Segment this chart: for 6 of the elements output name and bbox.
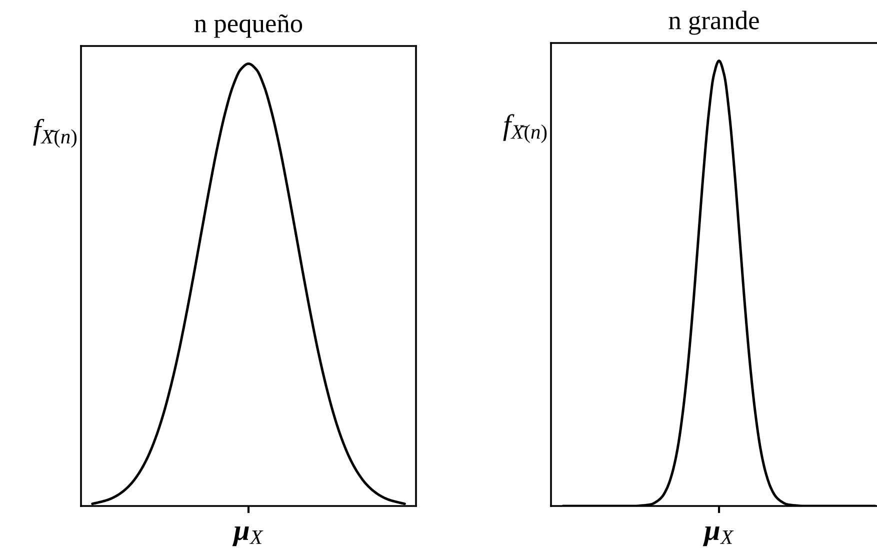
chart-title: n grande <box>668 10 759 35</box>
text: μ$_{X}$ <box>232 526 264 546</box>
y-axis-title: f$_{X̄(n)}$ <box>503 114 547 143</box>
chart-title: n pequeño <box>194 14 302 38</box>
text: μ$_{X}$ <box>702 526 734 546</box>
y-axis-title: f$_{X̄(n)}$ <box>33 118 77 148</box>
